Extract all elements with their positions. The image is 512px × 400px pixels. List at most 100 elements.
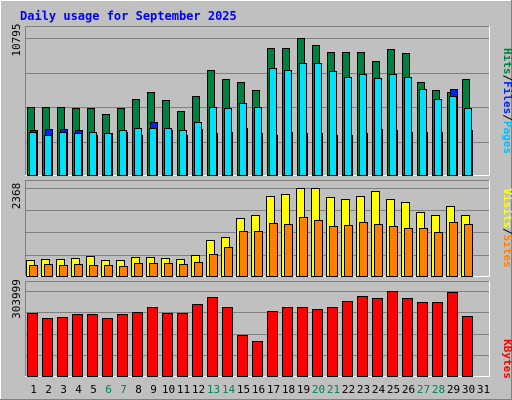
kbytes-bar [117, 314, 128, 377]
kbytes-bar [342, 301, 353, 377]
files-bar [284, 70, 292, 176]
legend-files: Files [501, 81, 512, 114]
sites-bar [29, 265, 38, 277]
files-bar [134, 128, 142, 176]
files-bar [359, 74, 367, 176]
files-bar [404, 77, 412, 176]
sites-bar [59, 265, 68, 277]
kbytes-bar [192, 304, 203, 377]
day-label: 14 [222, 383, 236, 396]
day-label: 1 [30, 383, 37, 396]
legend-hits: Hits [501, 48, 512, 75]
sites-bar [464, 224, 473, 277]
day-label: 2 [45, 383, 52, 396]
files-bar [329, 71, 337, 176]
day-label: 26 [402, 383, 415, 396]
kbytes-bar [27, 313, 38, 377]
day-label: 29 [447, 383, 460, 396]
day-label: 31 [477, 383, 490, 396]
day-label: 28 [432, 383, 445, 396]
day-label: 10 [162, 383, 175, 396]
day-label: 13 [207, 383, 220, 396]
files-bar [344, 77, 352, 176]
kbytes-bar [372, 298, 383, 377]
day-label: 11 [177, 383, 190, 396]
day-label: 9 [150, 383, 157, 396]
day-label: 21 [327, 383, 340, 396]
kbytes-bar [132, 312, 143, 377]
sites-bar [164, 263, 173, 277]
files-bar [314, 63, 322, 176]
kbytes-bar [102, 318, 113, 377]
day-label: 5 [90, 383, 97, 396]
kbytes-bar [57, 317, 68, 377]
sites-bar [449, 222, 458, 277]
sites-bar [74, 264, 83, 277]
files-bar [209, 107, 217, 176]
sites-bar [389, 226, 398, 277]
files-bar [224, 108, 232, 176]
kbytes-bar [432, 302, 443, 377]
sites-bar [344, 225, 353, 277]
chart-bars [26, 38, 473, 377]
files-bar [239, 103, 247, 176]
sites-bar [44, 264, 53, 277]
files-bar [269, 68, 277, 176]
day-label: 20 [312, 383, 325, 396]
files-bar [74, 133, 82, 176]
kbytes-bar [42, 318, 53, 377]
day-label: 15 [237, 383, 250, 396]
kbytes-bar [312, 309, 323, 377]
chart-labels: 107952368303999Hits/Files/PagesVisits/Si… [10, 23, 512, 396]
files-bar [434, 99, 442, 176]
files-bar [89, 132, 97, 176]
kbytes-bar [222, 307, 233, 377]
legend-pages: Pages [501, 121, 512, 154]
sites-bar [224, 247, 233, 277]
sites-bar [434, 232, 443, 277]
sites-bar [404, 228, 413, 277]
files-bar [254, 107, 262, 176]
sites-bar [299, 217, 308, 277]
kbytes-bar [462, 316, 473, 377]
sites-bar [149, 263, 158, 277]
sites-bar [134, 263, 143, 277]
legend-kbytes: KBytes [501, 339, 512, 379]
day-label: 23 [357, 383, 370, 396]
sites-bar [329, 226, 338, 277]
day-label: 8 [135, 383, 142, 396]
day-label: 16 [252, 383, 265, 396]
files-bar [179, 130, 187, 176]
files-bar [194, 122, 202, 176]
day-label: 6 [105, 383, 112, 396]
kbytes-bar [297, 307, 308, 377]
files-bar [119, 130, 127, 176]
day-label: 19 [297, 383, 310, 396]
sites-bar [209, 254, 218, 277]
day-label: 12 [192, 383, 205, 396]
files-bar [374, 78, 382, 176]
day-label: 18 [282, 383, 295, 396]
kbytes-bar [162, 313, 173, 377]
kbytes-bar [357, 296, 368, 377]
files-bar [389, 74, 397, 176]
sites-bar [89, 265, 98, 277]
kbytes-bar [147, 307, 158, 377]
kbytes-bar [267, 311, 278, 377]
day-label: 4 [75, 383, 82, 396]
files-bar [299, 63, 307, 176]
day-label: 25 [387, 383, 400, 396]
files-bar [59, 132, 67, 176]
kbytes-bar [447, 292, 458, 377]
sites-bar [194, 262, 203, 277]
files-bar [149, 128, 157, 176]
kbytes-legend: KBytes [501, 339, 512, 379]
files-bar [164, 128, 172, 176]
sites-bar [179, 264, 188, 277]
sites-bar [374, 224, 383, 277]
sites-bar [254, 231, 263, 277]
sites-bar [284, 224, 293, 277]
visits-legend: Visits/Sites [501, 188, 512, 268]
